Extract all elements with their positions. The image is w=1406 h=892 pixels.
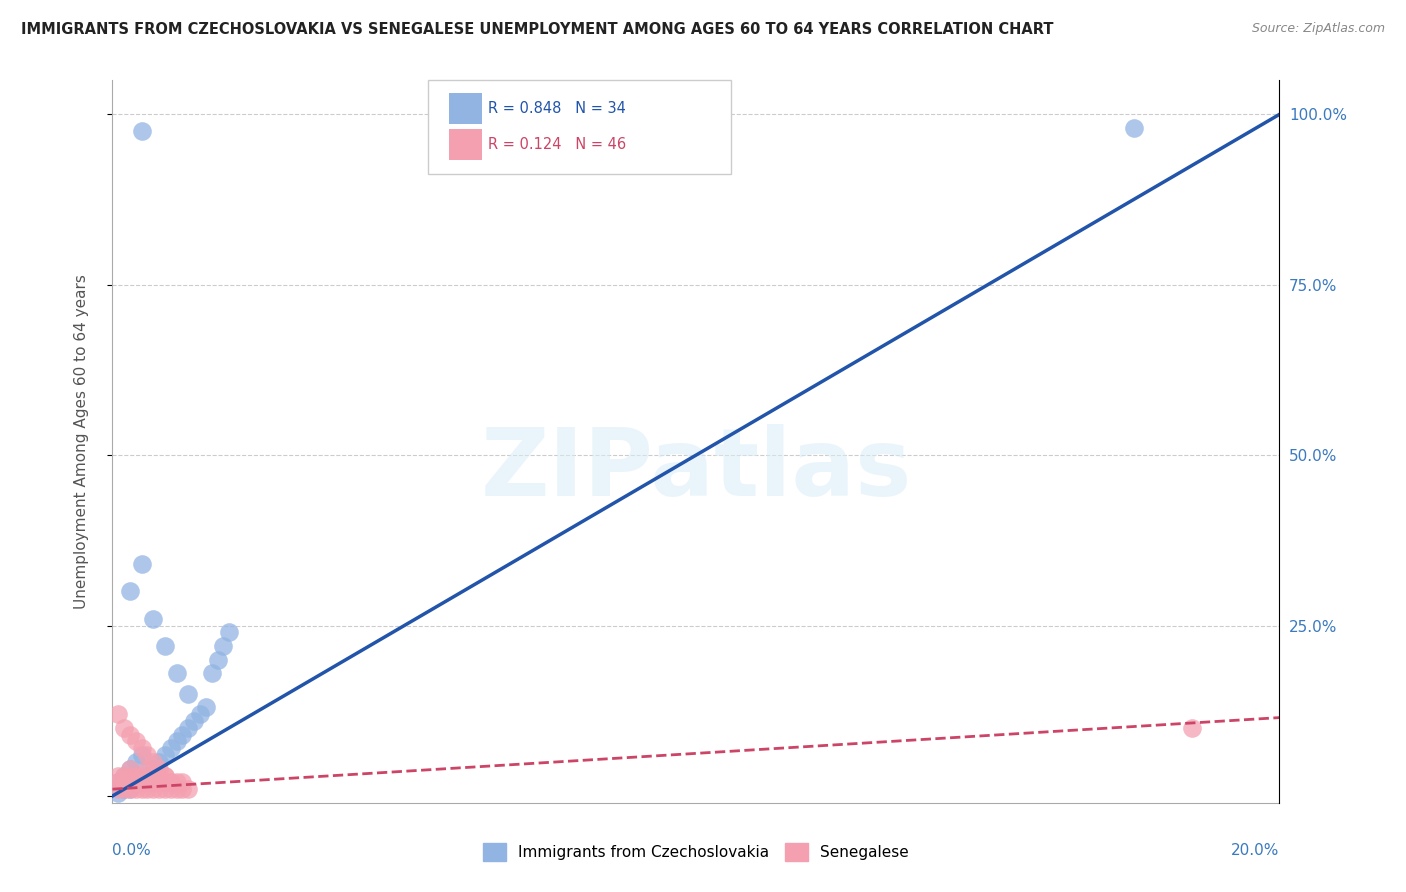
Point <box>131 124 153 138</box>
Text: IMMIGRANTS FROM CZECHOSLOVAKIA VS SENEGALESE UNEMPLOYMENT AMONG AGES 60 TO 64 YE: IMMIGRANTS FROM CZECHOSLOVAKIA VS SENEGA… <box>21 22 1053 37</box>
Point <box>183 714 205 728</box>
Point <box>118 782 141 797</box>
Point <box>1122 120 1144 135</box>
Point <box>166 734 188 748</box>
Point <box>136 768 159 782</box>
Point <box>107 775 129 789</box>
Point <box>160 741 183 756</box>
Text: R = 0.124   N = 46: R = 0.124 N = 46 <box>488 137 626 152</box>
Point <box>166 782 188 797</box>
Point <box>142 612 165 626</box>
Point <box>177 721 200 735</box>
Point <box>160 782 183 797</box>
Point <box>112 775 135 789</box>
Point <box>166 666 188 681</box>
Point <box>118 782 141 797</box>
Point <box>118 762 141 776</box>
Point <box>125 775 148 789</box>
Point <box>107 707 129 722</box>
Point <box>142 762 165 776</box>
Point <box>131 782 153 797</box>
Point <box>142 755 165 769</box>
Point <box>125 782 148 797</box>
Text: ZIPatlas: ZIPatlas <box>481 425 911 516</box>
Point <box>148 768 170 782</box>
Point <box>172 728 194 742</box>
Point <box>125 775 148 789</box>
Point <box>148 775 170 789</box>
Point <box>125 755 148 769</box>
FancyBboxPatch shape <box>449 129 482 160</box>
Point <box>112 768 135 782</box>
Point <box>212 639 235 653</box>
Text: 0.0%: 0.0% <box>112 843 152 857</box>
Point <box>118 762 141 776</box>
Point <box>142 775 165 789</box>
Point <box>166 775 188 789</box>
Point <box>131 775 153 789</box>
FancyBboxPatch shape <box>449 94 482 124</box>
Text: Source: ZipAtlas.com: Source: ZipAtlas.com <box>1251 22 1385 36</box>
Point <box>153 639 176 653</box>
Legend: Immigrants from Czechoslovakia, Senegalese: Immigrants from Czechoslovakia, Senegale… <box>477 837 915 867</box>
Point <box>136 748 159 763</box>
Point <box>107 768 129 782</box>
Point <box>153 782 176 797</box>
Point <box>148 782 170 797</box>
Point <box>136 775 159 789</box>
Point <box>194 700 217 714</box>
Point <box>125 768 148 782</box>
Text: 20.0%: 20.0% <box>1232 843 1279 857</box>
Text: R = 0.848   N = 34: R = 0.848 N = 34 <box>488 101 626 116</box>
Point <box>131 748 153 763</box>
Point <box>118 775 141 789</box>
Point <box>107 786 129 800</box>
Point <box>131 741 153 756</box>
Point <box>201 666 224 681</box>
Point <box>131 775 153 789</box>
Point <box>160 775 183 789</box>
Point <box>177 687 200 701</box>
Point <box>136 762 159 776</box>
Point <box>136 782 159 797</box>
Point <box>160 775 183 789</box>
Point <box>118 768 141 782</box>
Point <box>112 782 135 797</box>
Point <box>142 782 165 797</box>
Point <box>107 775 129 789</box>
Point <box>118 584 141 599</box>
Point <box>148 762 170 776</box>
Point <box>112 768 135 782</box>
Point <box>172 775 194 789</box>
Point <box>148 755 170 769</box>
Point <box>118 728 141 742</box>
Point <box>207 653 229 667</box>
Point <box>153 775 176 789</box>
Y-axis label: Unemployment Among Ages 60 to 64 years: Unemployment Among Ages 60 to 64 years <box>75 274 89 609</box>
Point <box>125 734 148 748</box>
FancyBboxPatch shape <box>427 80 731 174</box>
Point <box>153 768 176 782</box>
Point <box>112 782 135 797</box>
Point <box>188 707 211 722</box>
Point <box>172 782 194 797</box>
Point <box>153 748 176 763</box>
Point <box>112 721 135 735</box>
Point <box>131 768 153 782</box>
Point <box>112 775 135 789</box>
Point <box>131 558 153 572</box>
Point <box>107 782 129 797</box>
Point <box>1181 721 1204 735</box>
Point <box>177 782 200 797</box>
Point <box>142 768 165 782</box>
Point <box>218 625 240 640</box>
Point <box>153 768 176 782</box>
